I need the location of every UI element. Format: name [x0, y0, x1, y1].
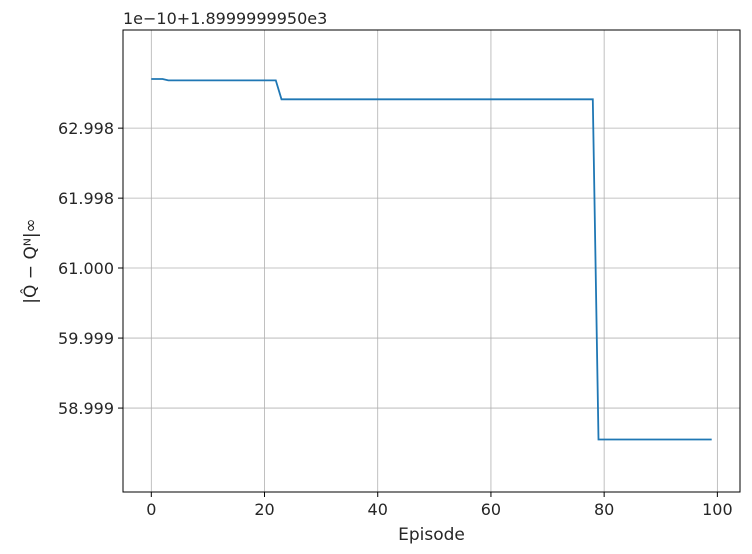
- y-tick-label: 58.999: [58, 399, 114, 418]
- y-tick-label: 61.000: [58, 259, 114, 278]
- series-layer: [151, 78, 712, 441]
- x-tick-label: 40: [368, 500, 388, 519]
- x-tick-label: 100: [702, 500, 733, 519]
- y-axis-offset-text: 1e−10+1.8999999950e3: [123, 9, 327, 28]
- y-axis-label: |Q̂ − Qᴺ|∞: [20, 218, 41, 303]
- plot-frame: [122, 29, 741, 493]
- series-line: [151, 78, 712, 441]
- y-tick-label: 62.998: [58, 119, 114, 138]
- x-tick-label: 20: [254, 500, 274, 519]
- x-axis-label: Episode: [398, 525, 465, 545]
- x-tick-label: 60: [481, 500, 501, 519]
- grid-lines: [123, 30, 740, 492]
- y-axis-ticks: 58.999 59.999 61.000 61.998 62.998: [58, 119, 123, 418]
- x-axis-ticks: 0 20 40 60 80 100: [146, 492, 733, 519]
- x-tick-label: 80: [594, 500, 614, 519]
- y-tick-label: 61.998: [58, 189, 114, 208]
- y-tick-label: 59.999: [58, 329, 114, 348]
- x-tick-label: 0: [146, 500, 156, 519]
